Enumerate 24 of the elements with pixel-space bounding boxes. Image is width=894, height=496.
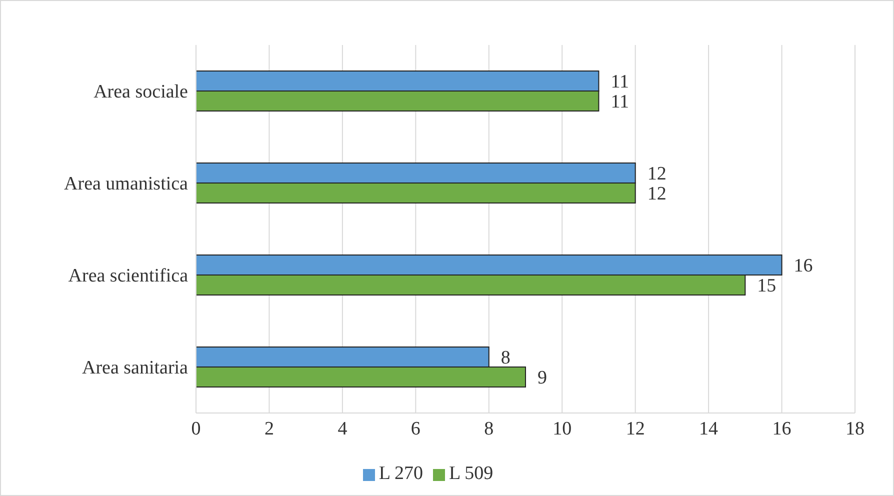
- legend-label: L 270: [378, 463, 423, 484]
- x-tick-label: 2: [264, 418, 274, 440]
- x-tick-label: 14: [699, 418, 719, 440]
- x-tick-label: 18: [846, 418, 864, 440]
- data-label: 9: [538, 368, 547, 389]
- data-label: 16: [794, 256, 813, 277]
- y-tick-label: Area sanitaria: [82, 358, 189, 379]
- data-label: 8: [500, 348, 510, 369]
- x-tick-label: 4: [338, 418, 348, 440]
- y-tick-label: Area scientifica: [68, 266, 189, 287]
- x-tick-label: 12: [626, 418, 645, 440]
- x-tick-label: 16: [772, 418, 792, 440]
- legend-label: L 509: [449, 463, 494, 484]
- y-tick-label: Area sociale: [94, 82, 188, 103]
- data-label: 12: [647, 184, 666, 205]
- y-tick-label: Area umanistica: [64, 174, 189, 195]
- x-tick-label: 6: [410, 418, 420, 440]
- x-tick-label: 0: [191, 418, 201, 440]
- x-tick-label: 8: [484, 418, 494, 440]
- data-label: 15: [757, 276, 776, 297]
- x-tick-label: 10: [552, 418, 572, 440]
- data-label: 11: [610, 92, 630, 113]
- data-label: 11: [610, 72, 630, 93]
- data-label: 12: [647, 164, 666, 185]
